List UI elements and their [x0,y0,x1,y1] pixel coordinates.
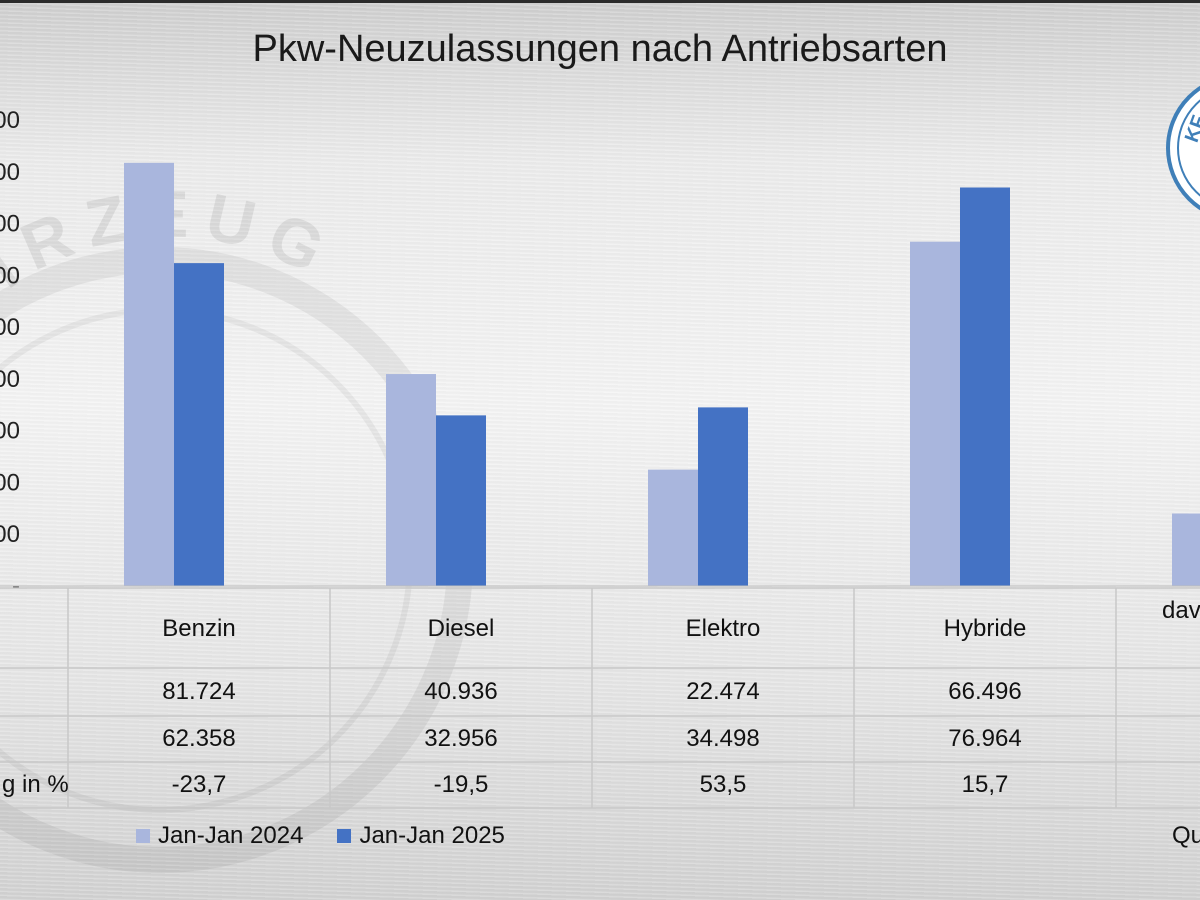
table-cell-diesel-2024: 40.936 [424,678,497,705]
table-header-diesel: Diesel [428,615,495,642]
y-tick-label: 000 [0,159,20,186]
bar-benzin-2025 [174,263,224,586]
y-tick-label: 000 [0,469,20,496]
table-cell-benzin-change: -23,7 [172,771,227,798]
table-header-dav: dav [1162,597,1200,624]
chart-title: Pkw-Neuzulassungen nach Antriebsarten [252,28,948,70]
table-cell-diesel-2025: 32.956 [424,725,497,752]
y-tick-label: 000 [0,107,20,134]
bar-hybride-2024 [910,241,960,586]
legend-label-2024: Jan-Jan 2024 [158,822,304,849]
bar-hybride-2025 [960,187,1010,587]
table-cell-elektro-change: 53,5 [700,771,747,798]
bar-dav-2024 [1172,513,1200,586]
source-label: Qu [1172,822,1200,849]
legend-label-2025: Jan-Jan 2025 [359,822,505,849]
y-axis-ticks: -000000000000000000000000000 [0,107,20,600]
table-header-hybride: Hybride [944,615,1027,642]
table-grid [0,587,1200,809]
y-tick-label: 000 [0,366,20,393]
y-tick-label: 000 [0,521,20,548]
legend-swatch-2024 [136,829,150,843]
table-cell-elektro-2025: 34.498 [686,725,759,752]
table-cell-benzin-2024: 81.724 [162,678,235,705]
bars [124,162,1200,587]
table-cell-elektro-2024: 22.474 [686,678,759,705]
legend-item-2024: Jan-Jan 2024 [136,822,303,850]
table-cell-hybride-2024: 66.496 [948,678,1021,705]
logo-badge: KF [1150,70,1200,235]
table-cell-hybride-2025: 76.964 [948,725,1021,752]
table-cells: Benzin 81.724 62.358 -23,7 Diesel 40.936 32.95… [2,597,1200,798]
bar-benzin-2024 [124,162,174,586]
table-row-label: g in % [2,771,69,798]
legend-item-2025: Jan-Jan 2025 [337,822,505,850]
y-tick-label: 000 [0,418,20,445]
bar-elektro-2024 [648,469,698,586]
legend: Jan-Jan 2024 Jan-Jan 2025 [136,822,539,850]
top-border [0,0,1200,3]
table-cell-hybride-change: 15,7 [962,771,1009,798]
bar-diesel-2024 [386,374,436,586]
y-tick-label: 000 [0,211,20,238]
table-header-benzin: Benzin [162,615,235,642]
table-cell-benzin-2025: 62.358 [162,725,235,752]
bar-elektro-2025 [698,407,748,586]
table-cell-diesel-change: -19,5 [434,771,489,798]
bar-diesel-2025 [436,415,486,586]
legend-swatch-2025 [337,829,352,843]
y-tick-label: 000 [0,262,20,289]
y-tick-label: 000 [0,314,20,341]
table-header-elektro: Elektro [686,615,761,642]
